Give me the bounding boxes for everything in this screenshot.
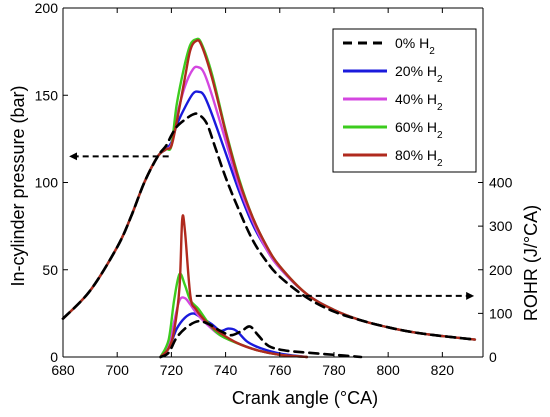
x-tick-label: 740 — [214, 362, 238, 378]
legend-label-60pct: 60% H2 — [395, 119, 443, 141]
rohr-line-0pct-h2 — [159, 319, 363, 359]
y-right-tick-label: 100 — [489, 305, 513, 321]
x-tick-label: 680 — [51, 362, 75, 378]
y-left-tick-label: 50 — [42, 262, 58, 278]
y-right-tick-label: 300 — [489, 218, 513, 234]
x-tick-label: 780 — [322, 362, 346, 378]
legend-label-80pct: 80% H2 — [395, 147, 443, 169]
x-tick-label: 820 — [431, 362, 455, 378]
y-right-tick-label: 0 — [489, 349, 497, 365]
rohr-line-20pct-h2 — [159, 312, 309, 359]
rohr-line-40pct-h2 — [159, 296, 309, 359]
y-left-tick-label: 200 — [35, 0, 59, 16]
pressure-line-0pct-h2 — [61, 112, 477, 341]
axes-layer: 680 700 720 740 760 780 800 820 0 50 100 150 200 0 100… — [35, 0, 513, 378]
rohr-line-60pct-h2 — [159, 272, 309, 359]
y-left-tick-label: 150 — [35, 87, 59, 103]
y-left-tick-label: 0 — [50, 349, 58, 365]
legend-label-40pct: 40% H2 — [395, 91, 443, 113]
y-axis-left-label: In-cylinder pressure (bar) — [8, 85, 28, 286]
x-tick-label: 760 — [268, 362, 292, 378]
y-left-tick-label: 100 — [35, 175, 59, 191]
x-tick-label: 800 — [376, 362, 400, 378]
y-axis-right-label: ROHR (J/°CA) — [521, 205, 541, 321]
x-tick-label: 720 — [160, 362, 184, 378]
legend: 0% H2 20% H2 40% H2 60% H2 80% H2 — [332, 28, 477, 173]
y-right-tick-label: 200 — [489, 262, 513, 278]
rohr-line-80pct-h2 — [159, 214, 309, 359]
plot-layer — [61, 37, 477, 359]
x-tick-label: 700 — [106, 362, 130, 378]
legend-label-0pct: 0% H2 — [395, 35, 435, 57]
x-axis-label: Crank angle (°CA) — [232, 388, 378, 408]
legend-label-20pct: 20% H2 — [395, 63, 443, 85]
y-right-tick-label: 400 — [489, 175, 513, 191]
